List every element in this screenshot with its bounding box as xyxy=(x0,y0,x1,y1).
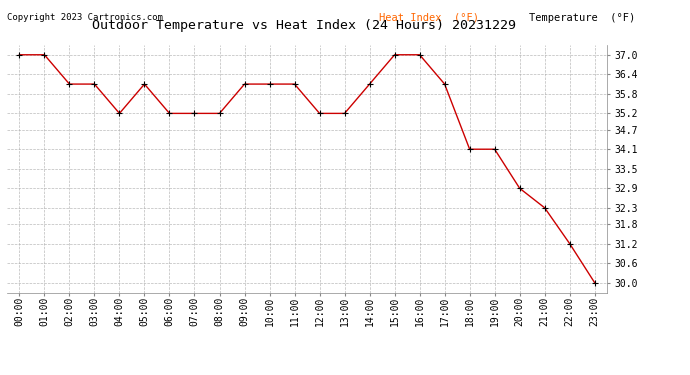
Text: Copyright 2023 Cartronics.com: Copyright 2023 Cartronics.com xyxy=(7,13,163,22)
Text: Outdoor Temperature vs Heat Index (24 Hours) 20231229: Outdoor Temperature vs Heat Index (24 Ho… xyxy=(92,19,515,32)
Text: Heat Index  (°F): Heat Index (°F) xyxy=(379,13,479,23)
Text: Temperature  (°F): Temperature (°F) xyxy=(529,13,635,23)
